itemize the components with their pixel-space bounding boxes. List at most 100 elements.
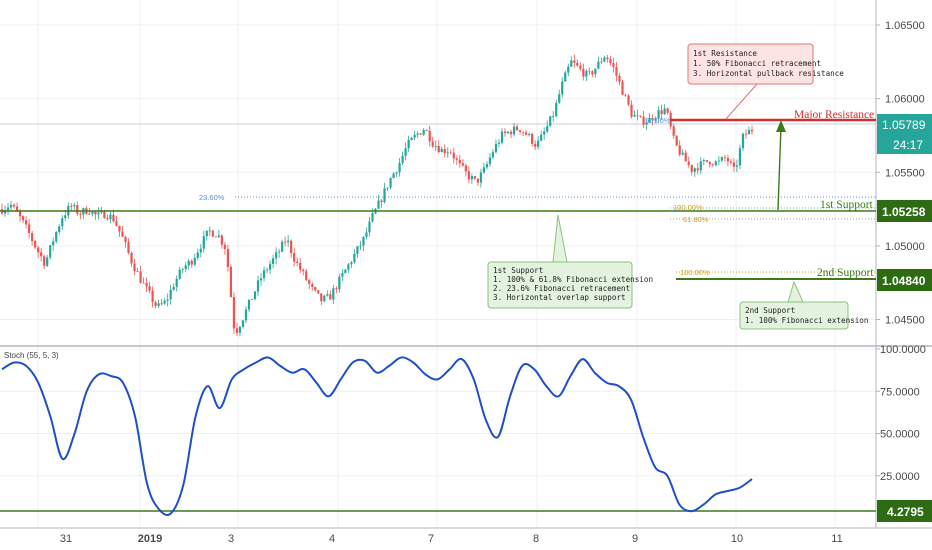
support2-badge [877,269,932,291]
candle [278,248,281,258]
stoch-title: Stoch (55, 5, 3) [4,351,59,360]
candle [341,269,344,282]
candle [624,94,627,97]
candle [383,182,386,204]
time-axis[interactable]: 31 2019 3 4 7 8 9 10 11 [60,533,843,545]
candle [549,116,552,127]
candle [338,273,341,293]
candle [256,275,260,296]
candle [121,226,124,237]
support1-callout-line-1: 1st Support [493,266,543,275]
candle [657,106,660,123]
candle [431,137,434,149]
candle [265,267,269,274]
candle [196,248,199,261]
candle [178,266,181,280]
candle [696,162,699,175]
candle [521,131,525,137]
candle [594,68,597,78]
candle [428,125,431,147]
fib-618-label: 61.80% [683,215,709,224]
stoch-level-badge-value: 4.2795 [887,505,924,519]
candle [157,300,160,309]
candle [73,202,76,211]
candle [705,160,708,163]
candle [24,216,28,229]
candle [723,154,726,162]
candle [332,284,335,304]
candle [127,238,130,255]
candle [353,249,356,264]
candle [488,153,492,167]
candle [220,234,223,249]
candle [145,277,148,293]
candle [540,130,543,142]
candle [455,155,458,165]
resistance-callout-line-2: 1. 50% Fibonacci retracement [693,59,821,68]
candle [416,131,419,138]
candle [702,158,705,166]
candle [738,144,742,170]
candle [546,120,549,134]
candle [214,236,217,238]
candle [377,194,380,210]
candle [136,268,139,272]
fib-100a-label: 100.00% [673,203,703,212]
candle [109,211,112,224]
candle [172,283,175,291]
candle [729,158,733,165]
candle [518,129,522,135]
candle [699,157,702,175]
resistance-callout-line-3: 3. Horizontal pullback resistance [693,69,844,78]
candle [223,242,226,255]
projection-arrow [776,120,786,211]
candle [588,67,591,75]
candle [639,115,642,118]
price-axis[interactable]: 1.06500 1.06000 1.05500 1.05000 1.04500 [876,20,925,326]
candle [675,135,678,147]
candle [630,100,633,119]
price-tick-label: 1.04500 [885,314,925,326]
current-price-badge [877,114,932,134]
countdown-badge [877,134,932,154]
candle [55,231,58,244]
candle [368,216,371,237]
candle [43,254,46,270]
price-tick-label: 1.06500 [885,20,925,32]
candle [693,167,696,177]
candle [34,240,37,250]
candle [28,219,31,239]
support1-callout-line-4: 3. Horizontal overlap support [493,293,626,302]
candle [21,215,25,224]
candle [202,230,205,253]
candle [585,68,588,81]
candle [259,273,263,286]
time-label: 3 [228,533,234,545]
support1-callout-line-2: 1. 100% & 61.8% Fibonacci extension [493,275,653,284]
candle [600,58,603,65]
candle [476,178,480,186]
candle [440,146,443,153]
candle [750,125,754,135]
candle [241,319,245,329]
candle [531,132,534,147]
candle [470,173,473,185]
support2-badge-value: 1.04840 [882,274,926,288]
candle [648,113,651,123]
candle [672,123,675,139]
candle [323,294,326,303]
candle [398,158,401,177]
candle [350,261,353,268]
candle [362,236,365,251]
candle [494,139,498,154]
candle [606,54,609,63]
candle [166,293,169,307]
candle [621,80,624,95]
candle [464,163,467,177]
candle [422,127,425,136]
stoch-axis[interactable]: 100.0000 75.0000 50.0000 25.0000 [876,344,926,483]
candle [169,284,172,305]
candle [708,161,711,168]
current-price-value: 1.05789 [882,118,926,132]
